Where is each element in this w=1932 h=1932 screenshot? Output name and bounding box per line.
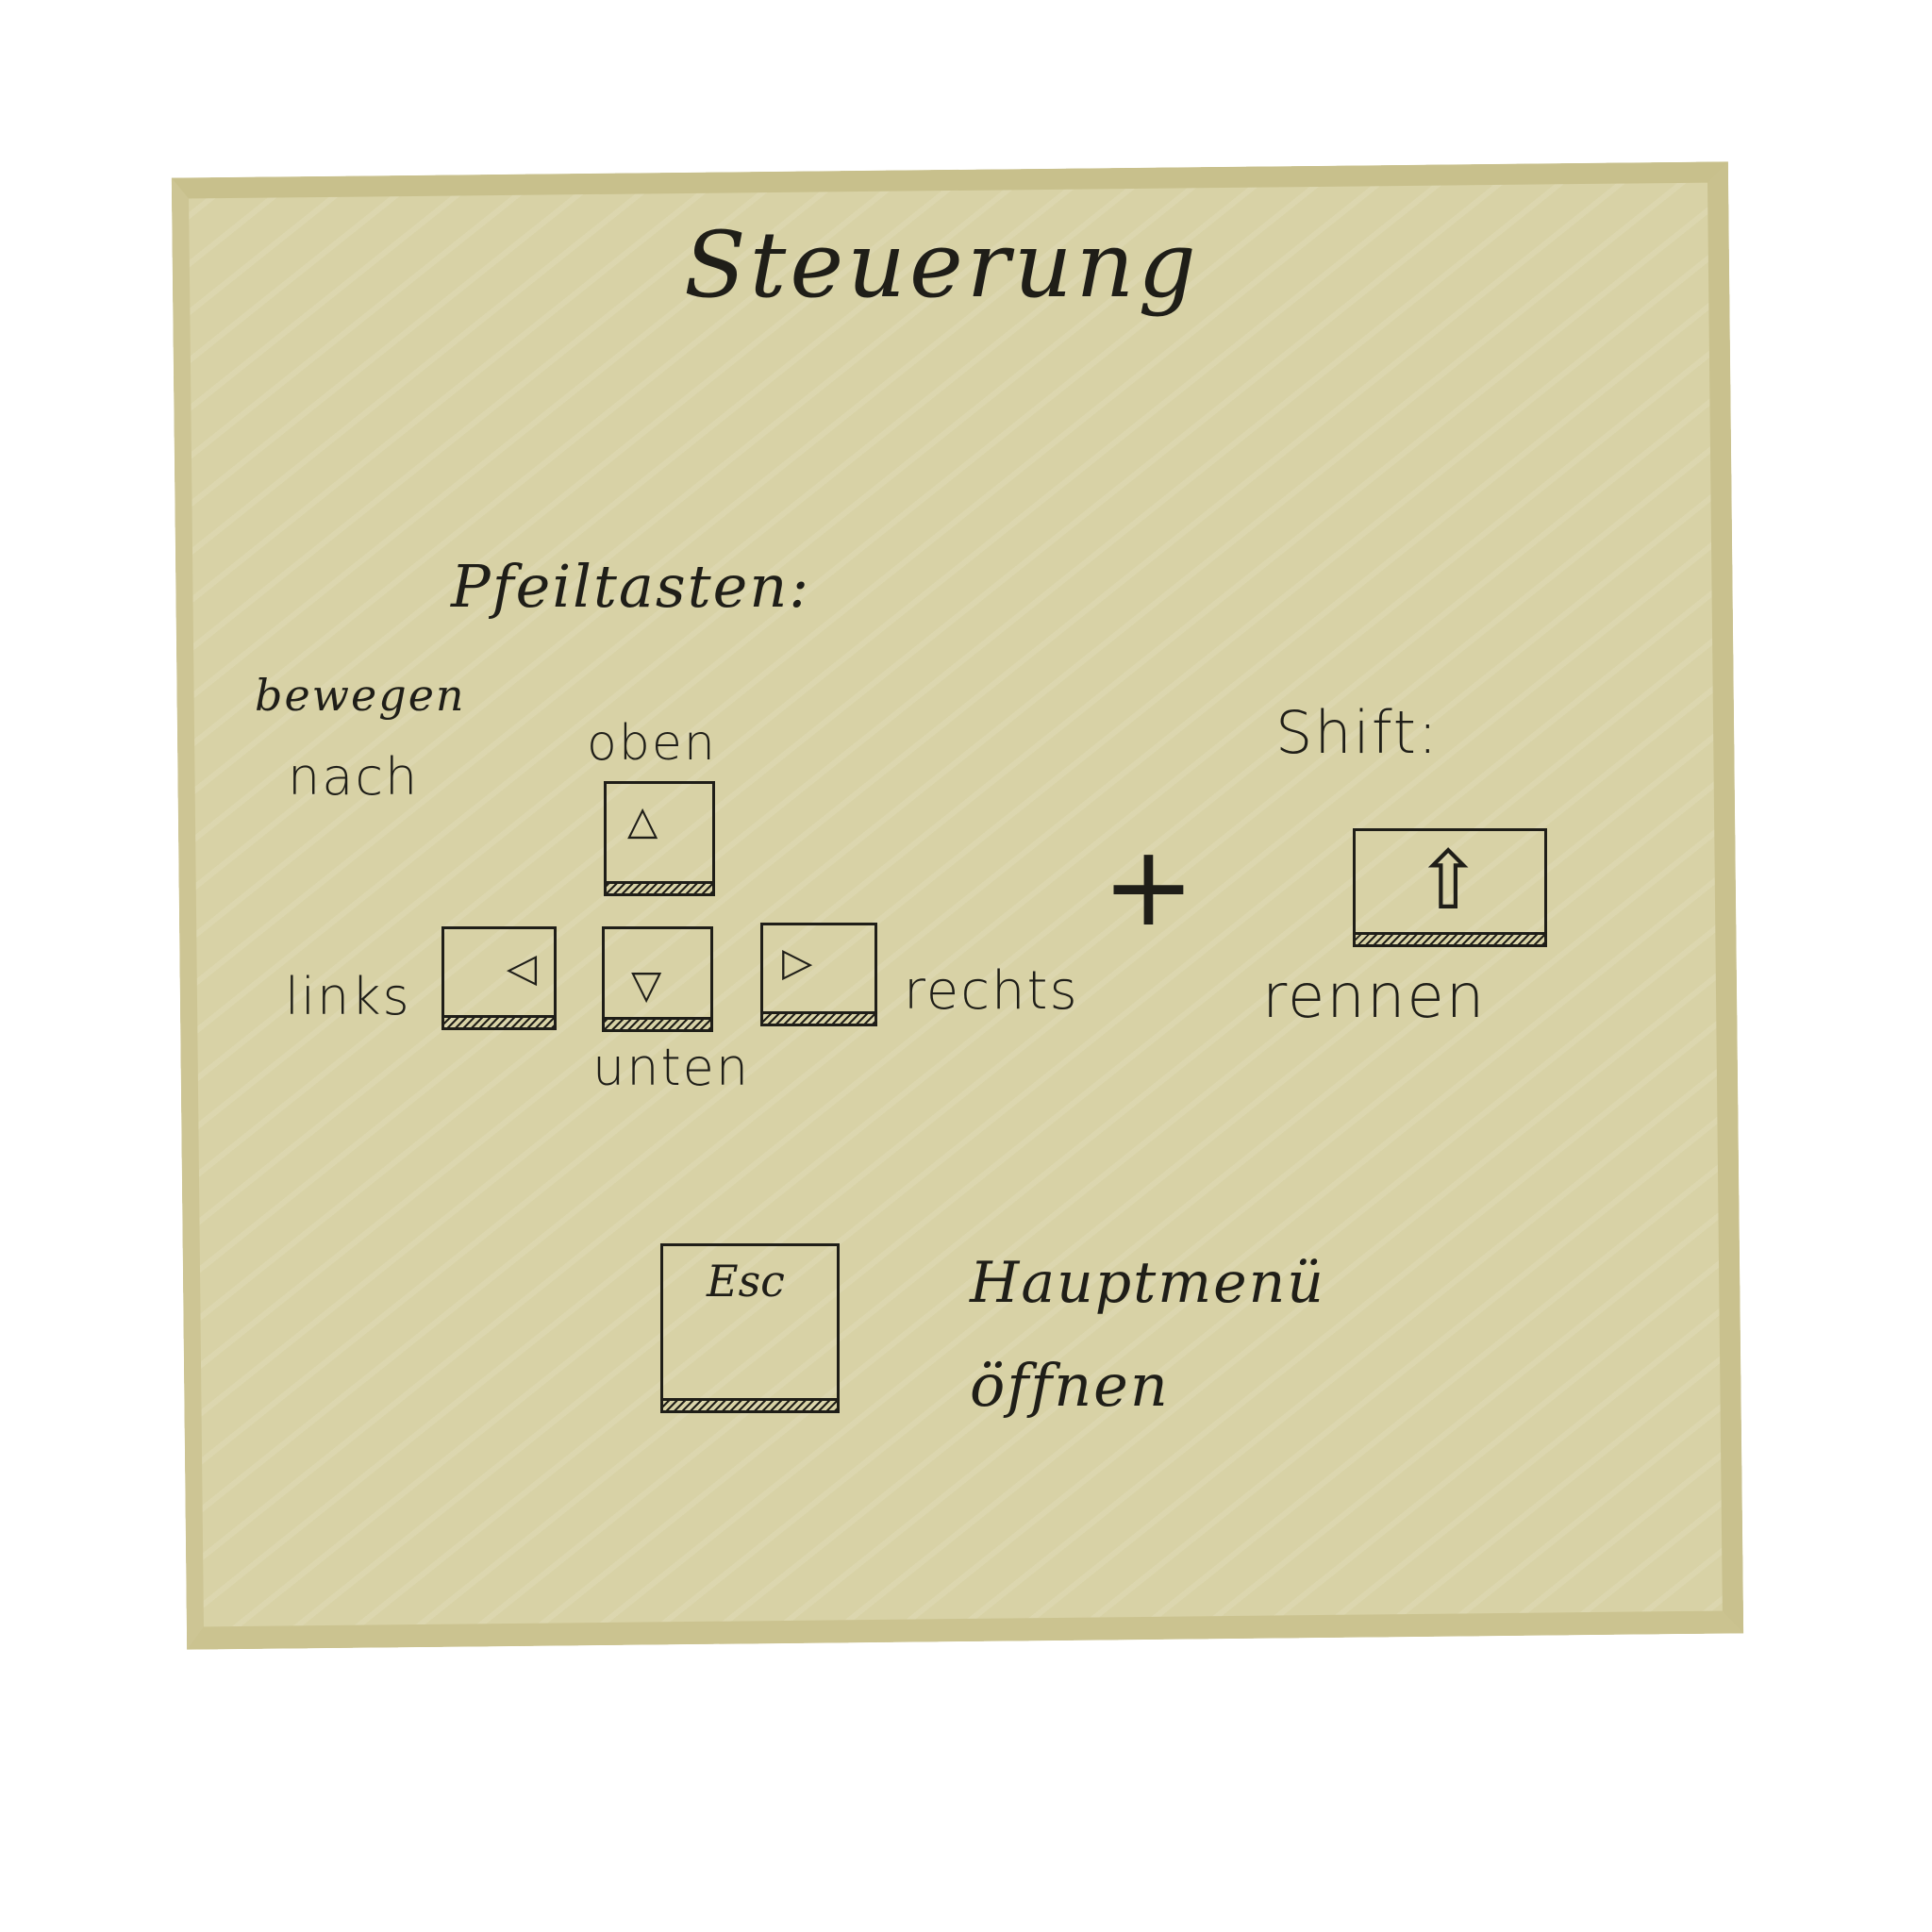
shift-key: ⇧ (1353, 828, 1547, 947)
esc-key: Esc (660, 1243, 840, 1413)
page-title: Steuerung (684, 212, 1200, 318)
plus-sign: + (1102, 821, 1197, 951)
direction-down-label: unten (592, 1038, 751, 1097)
arrow-right-key: ▷ (760, 923, 877, 1026)
direction-up-label: oben (587, 715, 717, 772)
key-base (1353, 932, 1547, 947)
esc-action-line1: Hauptmenü (970, 1250, 1325, 1316)
arrow-up-key: △ (604, 781, 715, 896)
key-base (760, 1011, 877, 1026)
key-base (602, 1017, 713, 1032)
arrow-up-icon: △ (627, 797, 658, 843)
key-base (660, 1398, 840, 1413)
shift-action-label: rennen (1262, 962, 1487, 1032)
shift-heading: Shift: (1275, 698, 1440, 767)
key-base (604, 881, 715, 896)
arrow-down-key: ▽ (602, 926, 713, 1032)
esc-key-label: Esc (707, 1256, 785, 1307)
direction-left-label: links (285, 967, 411, 1026)
direction-right-label: rechts (904, 960, 1079, 1022)
shift-arrow-icon: ⇧ (1414, 834, 1483, 928)
arrow-keys-heading: Pfeiltasten: (451, 552, 811, 621)
arrow-left-key: ◁ (441, 926, 557, 1030)
move-label-line2: nach (288, 747, 420, 807)
key-base (441, 1015, 557, 1030)
arrow-right-icon: ▷ (782, 939, 813, 985)
move-label-line1: bewegen (255, 670, 466, 721)
arrow-down-icon: ▽ (631, 961, 662, 1008)
esc-action-line2: öffnen (970, 1351, 1170, 1420)
arrow-left-icon: ◁ (506, 944, 537, 991)
